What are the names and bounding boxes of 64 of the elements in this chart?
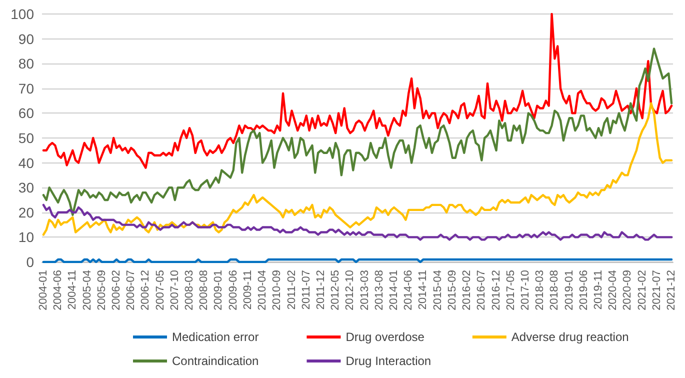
line-series [42,48,673,216]
x-tick-label: 2006-07 [125,270,138,310]
y-tick-label: 100 [10,6,34,22]
x-tick-label: 2004-06 [52,270,64,310]
x-tick-label: 2012-05 [330,270,342,310]
y-tick-label: 90 [18,30,34,47]
x-tick-label: 2010-04 [256,270,269,310]
x-tick-label: 2004-11 [66,270,79,310]
y-tick-label: 0 [26,254,34,270]
x-tick-label: 2006-12 [140,270,152,310]
legend-label: Drug Interaction [346,354,432,368]
x-tick-label: 2017-10 [519,270,532,310]
y-tick-label: 10 [18,229,34,246]
x-tick-label: 2016-07 [476,270,488,310]
x-tick-label: 2007-10 [168,270,181,310]
line-series [42,204,673,241]
y-tick-label: 30 [18,180,34,196]
x-tick-label: 2016-02 [461,270,474,310]
x-tick-label: 2021-02 [636,270,648,310]
x-tick-label: 2009-06 [227,270,240,310]
x-tick-label: 2010-09 [271,270,284,310]
x-tick-label: 2014-11 [417,270,430,310]
x-tick-label: 2004-01 [37,270,50,310]
x-tick-label: 2011-02 [286,270,298,310]
x-tick-label: 2014-06 [402,270,415,310]
y-tick-label: 40 [18,154,34,171]
x-tick-label: 2019-01 [563,270,576,310]
x-tick-label: 2019-11 [592,270,605,310]
x-tick-label: 2009-01 [212,270,225,310]
legend-label: Contraindication [172,354,259,368]
x-tick-label: 2015-09 [446,270,458,310]
y-tick-label: 60 [18,105,34,122]
x-tick-label: 2020-09 [622,270,634,310]
x-tick-label: 2013-08 [373,270,386,310]
legend-label: Medication error [172,330,259,344]
x-tick-label: 2008-08 [198,270,210,310]
x-tick-label: 2012-10 [344,270,356,310]
y-tick-label: 70 [18,80,34,96]
x-tick-label: 2018-08 [548,270,561,310]
x-tick-label: 2009-11 [242,270,254,310]
y-tick-label: 80 [18,56,34,72]
x-tick-label: 2020-04 [607,270,620,310]
x-tick-label: 2013-03 [358,270,371,310]
x-tick-label: 2017-05 [504,270,517,310]
x-tick-label: 2006-02 [110,270,122,310]
x-tick-label: 2005-09 [96,270,108,310]
legend-label: Adverse drug reaction [511,330,629,344]
x-tick-label: 2005-04 [81,270,94,310]
x-tick-label: 2007-05 [154,270,166,310]
x-tick-label: 2008-03 [184,270,196,310]
legend-label: Drug overdose [346,330,425,344]
x-tick-label: 2011-12 [314,270,327,310]
x-tick-label: 2011-07 [300,270,312,310]
x-tick-label: 2021-07 [650,270,663,310]
y-tick-label: 20 [18,204,34,220]
line-series [42,102,673,236]
x-tick-label: 2019-06 [578,270,590,310]
x-tick-label: 2021-12 [666,270,678,310]
y-tick-label: 50 [18,130,34,146]
x-tick-label: 2014-01 [388,270,400,310]
x-tick-label: 2015-04 [432,270,444,310]
x-tick-label: 2018-03 [534,270,546,310]
x-tick-label: 2016-12 [490,270,502,310]
line-series [42,12,673,169]
